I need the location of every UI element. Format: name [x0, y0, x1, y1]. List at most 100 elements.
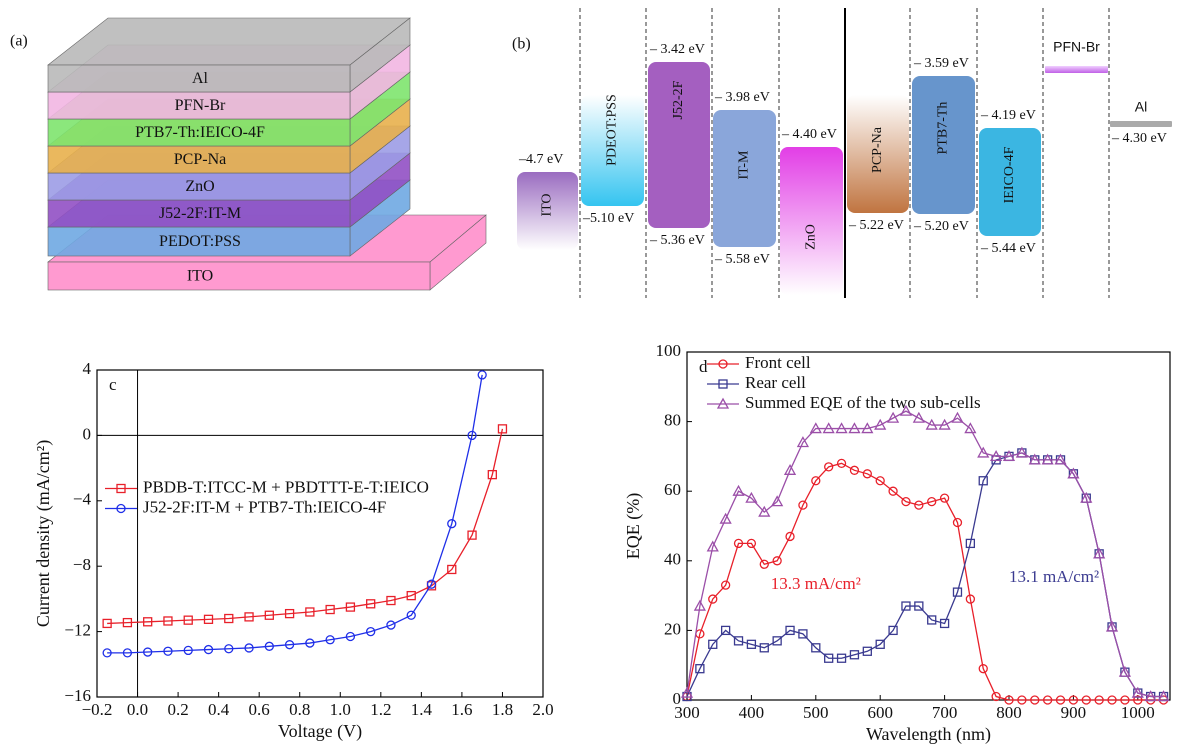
material-label: J52-2F — [671, 80, 686, 119]
marker — [1118, 665, 1132, 677]
marker — [888, 625, 898, 636]
marker — [809, 422, 822, 434]
marker — [1042, 695, 1053, 705]
x-tick-label: 300 — [674, 703, 700, 722]
marker — [305, 638, 315, 648]
marker — [122, 648, 133, 658]
panel-label: (b) — [512, 36, 531, 53]
marker — [264, 641, 274, 651]
marker — [1067, 467, 1080, 479]
marker — [345, 602, 356, 612]
marker — [203, 614, 214, 624]
marker — [899, 404, 913, 416]
marker — [965, 538, 976, 549]
marker — [811, 476, 821, 486]
marker — [875, 639, 885, 649]
marker — [203, 644, 214, 655]
marker — [716, 397, 730, 409]
energy-label: – 3.98 eV — [714, 90, 770, 105]
y-tick-label: 100 — [656, 341, 682, 360]
marker — [849, 650, 860, 660]
marker — [467, 430, 477, 441]
x-tick-label: 400 — [739, 703, 765, 722]
layer-label: PEDOT:PSS — [159, 233, 241, 250]
marker — [718, 359, 728, 369]
x-tick-label: 900 — [1061, 703, 1087, 722]
marker — [284, 608, 295, 619]
marker — [758, 505, 771, 517]
marker — [426, 579, 437, 589]
marker — [102, 648, 112, 658]
marker — [1080, 491, 1093, 503]
x-tick-label: 1.2 — [370, 700, 391, 719]
marker — [719, 512, 732, 524]
marker — [822, 422, 835, 434]
marker — [952, 517, 963, 528]
marker — [785, 531, 795, 542]
marker — [163, 646, 173, 656]
marker — [224, 644, 234, 654]
layer-label: ZnO — [185, 178, 214, 195]
marker — [938, 418, 951, 430]
marker — [862, 646, 872, 656]
x-tick-label: 0.2 — [167, 700, 188, 719]
marker — [875, 476, 885, 486]
x-tick-label: 0.4 — [208, 700, 230, 719]
annotation: 13.3 mA/cm² — [771, 574, 861, 593]
marker — [487, 469, 497, 480]
marker — [143, 617, 153, 627]
legend-label: Rear cell — [745, 373, 806, 392]
marker — [706, 540, 719, 552]
panel-label: d — [699, 357, 708, 376]
marker — [836, 458, 847, 469]
panel-label: c — [109, 375, 117, 394]
marker — [862, 469, 872, 479]
plot-frame — [96, 369, 544, 698]
energy-label: –4.7 eV — [518, 152, 563, 167]
marker — [965, 594, 976, 604]
legend-label: J52-2F:IT-M + PTB7-Th:IEICO-4F — [143, 497, 386, 516]
marker — [143, 647, 153, 657]
marker — [693, 599, 706, 611]
layer-front — [47, 226, 351, 257]
legend-label: PBDB-T:ITCC-M + PBDTTT-E-T:IEICO — [143, 477, 429, 496]
legend-label: Summed EQE of the two sub-cells — [745, 393, 981, 412]
marker — [1120, 695, 1130, 705]
marker — [244, 643, 254, 653]
marker — [224, 613, 234, 624]
marker — [366, 626, 376, 637]
material-label: PCP-Na — [870, 126, 885, 173]
energy-box — [1045, 66, 1108, 73]
y-tick-label: 60 — [664, 480, 681, 499]
material-label: ITO — [540, 193, 555, 216]
marker — [835, 422, 848, 434]
separator-lines — [579, 8, 1110, 298]
marker — [874, 418, 887, 430]
marker — [406, 590, 416, 601]
x-tick-label: 2.0 — [532, 700, 553, 719]
marker — [733, 538, 744, 549]
marker — [914, 601, 924, 611]
panel-label: (a) — [10, 33, 28, 50]
marker — [861, 422, 874, 434]
marker — [467, 530, 477, 540]
marker — [811, 643, 821, 653]
energy-box — [1110, 121, 1172, 127]
energy-label: – 4.40 eV — [781, 127, 837, 142]
marker — [183, 645, 193, 656]
marker — [718, 379, 728, 389]
x-tick-label: 800 — [996, 703, 1022, 722]
energy-label: – 3.42 eV — [649, 42, 705, 57]
layer-front — [47, 91, 351, 120]
x-tick-label: 1000 — [1121, 703, 1155, 722]
marker — [746, 639, 757, 649]
layer-label: J52-2F:IT-M — [159, 205, 241, 222]
marker — [733, 636, 744, 646]
marker — [912, 411, 925, 423]
marker — [1055, 695, 1066, 705]
marker — [759, 559, 769, 569]
marker — [798, 500, 808, 510]
material-label: PFN-Br — [1053, 39, 1100, 55]
energy-box — [713, 110, 776, 247]
